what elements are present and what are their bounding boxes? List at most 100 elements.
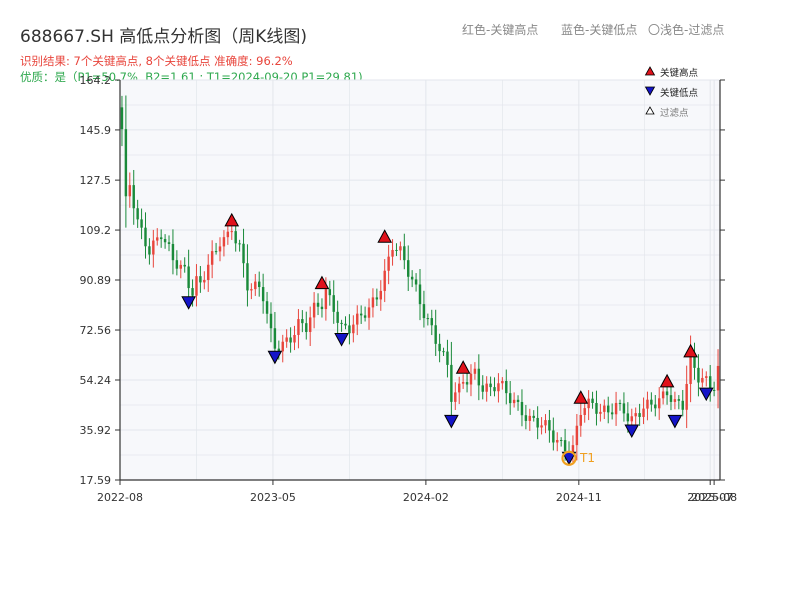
candle-body	[238, 243, 241, 245]
candle-body	[379, 290, 382, 300]
candle-body	[630, 416, 633, 422]
x-tick-label: 2025-07	[687, 491, 733, 504]
candle-body	[559, 439, 563, 441]
candle-body	[458, 383, 461, 393]
legend-low-marker	[644, 86, 656, 96]
candle-body	[634, 413, 637, 417]
candle-body	[395, 249, 398, 251]
candle-body	[403, 246, 406, 261]
y-tick-label: 127.5	[80, 174, 112, 187]
key-low-marker	[444, 414, 459, 429]
candle-body	[571, 445, 575, 455]
candle-body	[124, 129, 128, 197]
key-low-marker	[667, 414, 683, 429]
candle-body	[414, 279, 418, 285]
candle-body	[156, 237, 159, 241]
candle-body	[422, 304, 426, 319]
candle-body	[230, 231, 233, 233]
candle-body	[614, 402, 618, 415]
candle-body	[665, 391, 669, 396]
candle-body	[603, 405, 606, 412]
candle-body	[375, 297, 379, 300]
candle-body	[222, 237, 226, 247]
y-tick-label: 35.92	[80, 424, 112, 437]
candle-body	[273, 328, 277, 349]
candle-body	[481, 385, 484, 392]
y-tick-label: 164.2	[80, 74, 112, 87]
candle-body	[505, 381, 508, 394]
candle-body	[677, 399, 681, 401]
candle-body	[265, 301, 269, 314]
candle-body	[418, 284, 422, 305]
candle-body	[152, 240, 155, 255]
candle-body	[277, 348, 281, 352]
candle-body	[540, 425, 543, 428]
candle-body	[465, 382, 469, 385]
candle-body	[575, 425, 579, 446]
legend-filtered-label: 过滤点	[660, 107, 689, 119]
candle-body	[383, 270, 386, 291]
candle-body	[552, 430, 555, 443]
key-high-marker	[377, 229, 393, 243]
key-high-marker	[659, 373, 675, 388]
candle-body	[293, 334, 296, 343]
candle-body	[246, 263, 249, 291]
candle-body	[132, 185, 135, 209]
key-low-marker	[698, 387, 714, 402]
candle-body	[120, 107, 124, 130]
candle-body	[697, 367, 700, 383]
candle-body	[348, 325, 351, 334]
candle-body	[301, 319, 304, 324]
key-high-marker	[314, 275, 330, 290]
candle-body	[489, 383, 492, 388]
x-tick-label: 2024-11	[556, 491, 602, 504]
candle-body	[650, 399, 653, 405]
candles	[120, 95, 720, 465]
candle-body	[493, 387, 496, 392]
candle-body	[654, 404, 657, 409]
candle-body	[226, 231, 230, 238]
candle-body	[693, 353, 696, 368]
candle-body	[716, 365, 720, 391]
legend-blue-text: 蓝色-关键低点	[561, 23, 638, 37]
candle-body	[297, 319, 300, 335]
candle-body	[254, 281, 257, 290]
candle-body	[591, 398, 594, 403]
legend-low-label: 关键低点	[660, 87, 699, 99]
candle-body	[191, 288, 194, 296]
candle-body	[642, 408, 645, 417]
candle-body	[128, 185, 132, 197]
candle-body	[607, 405, 610, 413]
candle-body	[461, 382, 465, 384]
candle-body	[269, 313, 273, 329]
y-tick-label: 72.56	[80, 324, 112, 337]
axes: 17.59 35.92 54.24 72.56 90.89 109.2 127.5 145.9…	[80, 74, 738, 504]
candle-body	[532, 415, 535, 418]
candle-body	[148, 246, 151, 255]
candle-body	[473, 368, 477, 374]
y-tick-label: 17.59	[80, 474, 112, 487]
candle-body	[250, 289, 253, 291]
candle-body	[544, 420, 547, 426]
x-tick-label: 2025-08	[691, 491, 737, 504]
candle-body	[136, 208, 139, 220]
candle-body	[454, 392, 457, 402]
candle-body	[477, 368, 481, 386]
candle-body	[450, 364, 453, 402]
candle-body	[622, 403, 626, 414]
candle-body	[340, 322, 343, 324]
candle-body	[163, 239, 167, 243]
candle-body	[669, 395, 673, 402]
y-tick-label: 54.24	[80, 374, 112, 387]
candle-body	[438, 343, 441, 352]
key-point-markers: T1	[181, 212, 714, 466]
key-high-marker	[683, 343, 698, 358]
t1-ring	[561, 450, 577, 466]
candle-body	[497, 383, 500, 392]
candle-body	[187, 266, 190, 289]
key-high-marker	[455, 360, 471, 374]
candle-body	[285, 337, 288, 342]
candle-body	[681, 400, 684, 410]
candle-body	[556, 439, 559, 443]
